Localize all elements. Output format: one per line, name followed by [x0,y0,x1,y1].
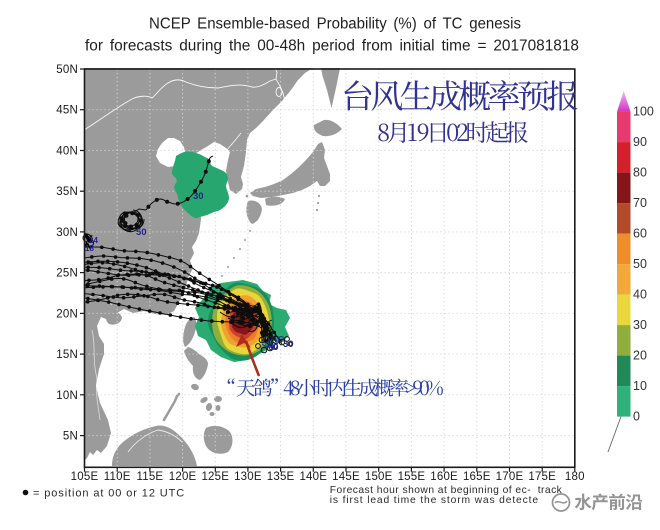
svg-text:15N: 15N [56,349,78,361]
svg-text:25N: 25N [56,268,78,280]
svg-text:20N: 20N [56,308,78,320]
svg-text:120E: 120E [169,471,197,483]
svg-text:60: 60 [633,227,647,241]
svg-text:115E: 115E [136,471,163,483]
svg-text:110E: 110E [104,471,131,483]
svg-text:NCEP Ensemble-based Probabilit: NCEP Ensemble-based Probability (%) of T… [149,16,521,33]
svg-text:0: 0 [633,410,640,424]
svg-text:50N: 50N [56,64,78,76]
svg-text:100: 100 [633,105,654,119]
svg-text:105E: 105E [71,471,99,483]
svg-text:20: 20 [633,349,647,363]
svg-text:40: 40 [633,288,647,302]
svg-text:is first lead time the storm w: is first lead time the storm was detecte [330,495,539,506]
svg-text:40N: 40N [56,146,78,158]
svg-text:135E: 135E [267,471,295,483]
svg-text:30: 30 [283,339,294,350]
svg-text:90: 90 [633,135,647,149]
svg-text:70: 70 [633,196,647,210]
svg-text:= position at 00 or 12 UTC: = position at 00 or 12 UTC [33,488,185,500]
svg-text:145E: 145E [332,471,360,483]
svg-text:30: 30 [193,191,204,202]
svg-text:5N: 5N [63,431,78,443]
svg-text:50: 50 [633,257,647,271]
svg-text:80: 80 [633,166,647,180]
svg-text:125E: 125E [201,471,229,483]
svg-text:10N: 10N [56,390,78,402]
svg-text:for forecasts during the 00-48: for forecasts during the 00-48h period f… [85,38,579,55]
svg-text:180: 180 [565,471,585,483]
svg-text:150E: 150E [365,471,393,483]
svg-text:175E: 175E [528,471,556,483]
svg-text:165E: 165E [463,471,491,483]
svg-text:24: 24 [89,236,98,245]
svg-text:130E: 130E [234,471,262,483]
svg-text:140E: 140E [299,471,327,483]
svg-text:Forecast hour shown at beginni: Forecast hour shown at beginning of ec- … [330,485,563,496]
svg-text:50: 50 [136,227,147,238]
svg-text:18: 18 [85,244,94,253]
svg-text:30: 30 [633,318,647,332]
svg-text:45N: 45N [56,105,78,117]
svg-text:155E: 155E [398,471,426,483]
svg-text:160E: 160E [430,471,458,483]
svg-text:170E: 170E [496,471,524,483]
svg-text:35N: 35N [56,186,78,198]
svg-text:30N: 30N [56,227,78,239]
svg-text:10: 10 [633,379,647,393]
